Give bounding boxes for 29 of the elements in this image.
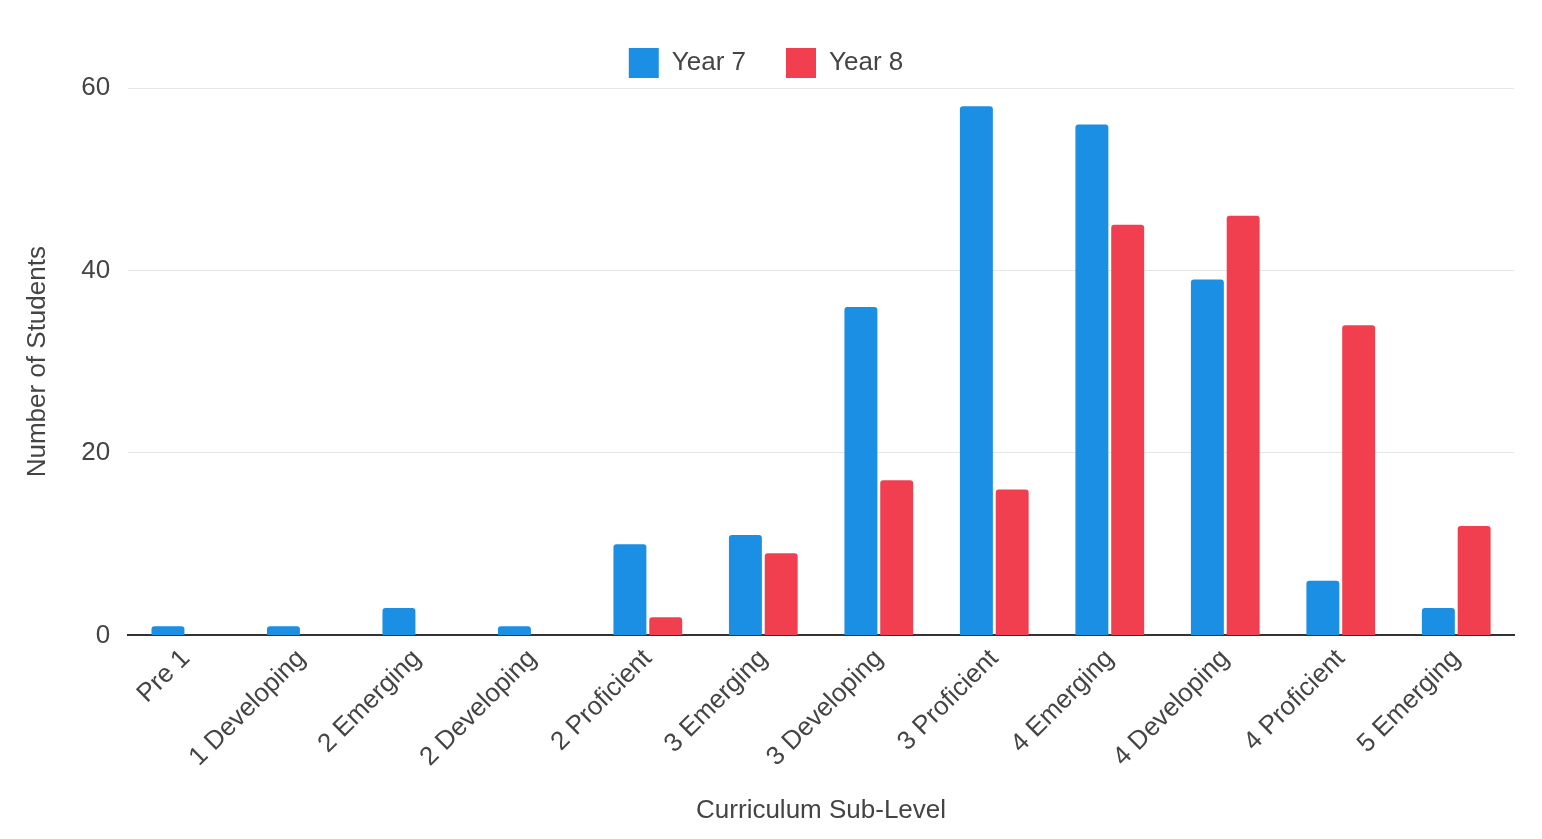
legend-label: Year 8 [829, 46, 904, 77]
bar [959, 106, 993, 635]
bar [880, 480, 914, 635]
y-axis-title: Number of Students [20, 246, 51, 478]
bar [764, 553, 798, 635]
bar [382, 608, 416, 635]
bar [1226, 215, 1260, 635]
bar [1111, 224, 1145, 635]
y-tick-label: 40 [81, 253, 111, 284]
bar [613, 544, 647, 635]
y-tick-label: 0 [95, 618, 111, 649]
bar [1306, 580, 1340, 635]
x-axis-title: Curriculum Sub-Level [696, 793, 947, 824]
bar [995, 489, 1029, 635]
bar [1342, 325, 1376, 635]
bar [728, 535, 762, 635]
bar [1075, 124, 1109, 635]
bar [844, 306, 878, 635]
y-tick-label: 20 [81, 436, 111, 467]
bar [266, 626, 300, 635]
bar [1190, 279, 1224, 635]
x-tick-label: Pre 1 [130, 642, 196, 708]
bar [1421, 608, 1455, 635]
bar [151, 626, 185, 635]
y-tick-label: 60 [81, 71, 111, 102]
bar [1457, 525, 1491, 635]
bar [649, 617, 683, 635]
legend-label: Year 7 [671, 46, 746, 77]
bar [497, 626, 531, 635]
